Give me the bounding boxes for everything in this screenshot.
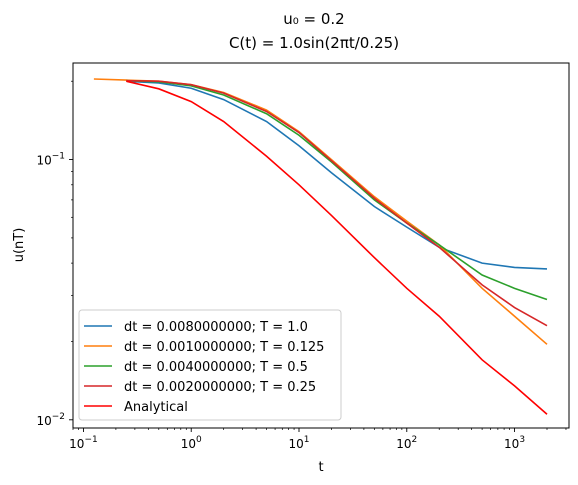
x-tick-label: 100 — [181, 435, 202, 451]
chart-title: u₀ = 0.2 C(t) = 1.0sin(2πt/0.25) — [229, 10, 399, 52]
series-line-1 — [126, 80, 548, 270]
y-tick-label: 10−2 — [36, 412, 65, 428]
plot-frame — [72, 62, 570, 429]
legend-label-5: Analytical — [124, 400, 188, 415]
legend-label-1: dt = 0.0080000000; T = 1.0 — [124, 320, 308, 335]
series-line-5 — [126, 80, 548, 415]
chart-title-line-1: u₀ = 0.2 — [283, 10, 344, 28]
legend-label-2: dt = 0.0010000000; T = 0.125 — [124, 340, 324, 355]
series-line-4 — [126, 79, 548, 327]
series-line-3 — [126, 79, 548, 301]
x-tick-label: 103 — [504, 435, 525, 451]
x-axis-ticks: 10−1 100 101 102 103 — [69, 428, 567, 451]
legend-frame — [78, 309, 342, 421]
series-layer — [93, 78, 548, 415]
chart-title-line-2: C(t) = 1.0sin(2πt/0.25) — [229, 34, 399, 52]
y-tick-label: 10−1 — [36, 152, 65, 168]
x-tick-label: 101 — [288, 435, 309, 451]
y-axis-ticks: 10−2 10−1 — [36, 80, 73, 428]
x-tick-label: 102 — [396, 435, 417, 451]
legend-label-4: dt = 0.0020000000; T = 0.25 — [124, 380, 316, 395]
legend-label-3: dt = 0.0040000000; T = 0.5 — [124, 360, 308, 375]
x-tick-label: 10−1 — [69, 435, 98, 451]
x-axis-label: t — [318, 460, 323, 475]
y-axis-label: u(nT) — [12, 228, 27, 263]
legend: dt = 0.0080000000; T = 1.0 dt = 0.0010000… — [78, 309, 342, 421]
